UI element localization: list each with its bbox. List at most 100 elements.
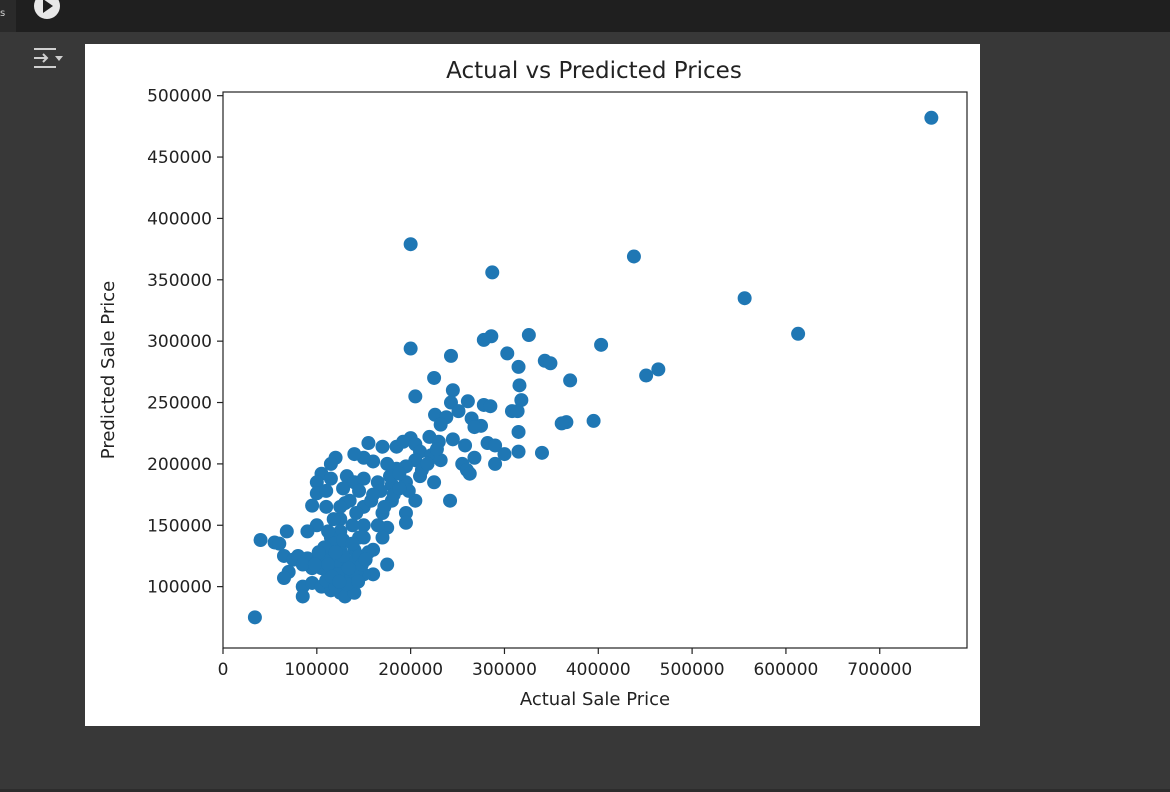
- x-tick-label: 0: [218, 660, 229, 680]
- data-point: [403, 237, 418, 252]
- points-layer: [247, 110, 939, 625]
- data-point: [305, 498, 320, 513]
- data-point: [396, 434, 411, 449]
- output-toggle-button[interactable]: [31, 44, 65, 72]
- data-point: [319, 499, 334, 514]
- x-axis-ticks: 0 100000 200000 300000 400000 500000 600000 700…: [218, 648, 912, 680]
- gutter-strip: s: [0, 0, 16, 32]
- data-point: [626, 249, 641, 264]
- data-point: [370, 518, 385, 533]
- data-point: [488, 438, 503, 453]
- data-point: [451, 404, 466, 419]
- data-point: [586, 413, 601, 428]
- data-point: [429, 442, 444, 457]
- x-axis-label: Actual Sale Price: [520, 689, 670, 710]
- data-point: [272, 536, 287, 551]
- data-point: [467, 420, 482, 435]
- output-toggle-icon: [34, 48, 63, 68]
- data-point: [276, 571, 291, 586]
- data-point: [356, 518, 371, 533]
- data-point: [521, 328, 536, 343]
- y-tick-label: 150000: [147, 516, 212, 536]
- x-tick-label: 500000: [660, 660, 725, 680]
- data-point: [427, 475, 442, 490]
- data-point: [460, 394, 475, 409]
- x-tick-label: 300000: [472, 660, 537, 680]
- data-point: [485, 265, 500, 280]
- data-point: [341, 561, 356, 576]
- data-point: [443, 348, 458, 363]
- data-point: [511, 444, 526, 459]
- data-point: [380, 456, 395, 471]
- x-tick-label: 200000: [378, 660, 443, 680]
- data-point: [497, 447, 512, 462]
- data-point: [323, 471, 338, 486]
- y-tick-label: 300000: [147, 332, 212, 352]
- data-point: [420, 456, 435, 471]
- run-cell-button[interactable]: [33, 0, 61, 28]
- data-point: [500, 346, 515, 361]
- data-point: [361, 436, 376, 451]
- data-point: [554, 416, 569, 431]
- data-point: [408, 389, 423, 404]
- data-point: [377, 499, 392, 514]
- data-point: [445, 383, 460, 398]
- data-point: [323, 456, 338, 471]
- data-point: [791, 326, 806, 341]
- data-point: [352, 483, 367, 498]
- y-tick-label: 100000: [147, 578, 212, 598]
- y-tick-label: 250000: [147, 394, 212, 414]
- data-point: [336, 481, 351, 496]
- data-point: [403, 341, 418, 356]
- data-point: [319, 483, 334, 498]
- data-point: [398, 505, 413, 520]
- data-point: [351, 574, 366, 589]
- x-tick-label: 400000: [566, 660, 631, 680]
- top-toolbar: [0, 0, 1170, 32]
- data-point: [511, 359, 526, 374]
- y-axis-ticks: 100000 150000 200000 250000 300000 350000 4000…: [147, 87, 223, 598]
- play-circle-icon: [34, 0, 60, 19]
- y-tick-label: 450000: [147, 148, 212, 168]
- data-point: [375, 439, 390, 454]
- data-point: [356, 471, 371, 486]
- data-point: [366, 487, 381, 502]
- x-tick-label: 700000: [847, 660, 912, 680]
- data-point: [511, 424, 526, 439]
- data-point: [512, 378, 527, 393]
- data-point: [392, 466, 407, 481]
- data-point: [347, 447, 362, 462]
- x-tick-label: 100000: [284, 660, 349, 680]
- data-point: [253, 532, 268, 547]
- data-point: [349, 505, 364, 520]
- y-tick-label: 350000: [147, 271, 212, 291]
- data-point: [295, 589, 310, 604]
- chart-title: Actual vs Predicted Prices: [446, 58, 742, 84]
- data-point: [398, 515, 413, 530]
- gutter-label: s: [0, 8, 6, 19]
- bottom-divider: [0, 789, 1170, 792]
- data-point: [433, 453, 448, 468]
- data-point: [321, 557, 336, 572]
- data-point: [427, 370, 442, 385]
- data-point: [392, 481, 407, 496]
- data-point: [639, 368, 654, 383]
- data-point: [563, 373, 578, 388]
- data-point: [510, 404, 525, 419]
- data-point: [462, 466, 477, 481]
- data-point: [328, 545, 343, 560]
- data-point: [483, 399, 498, 414]
- data-point: [458, 438, 473, 453]
- data-point: [488, 456, 503, 471]
- data-point: [443, 493, 458, 508]
- data-point: [445, 432, 460, 447]
- data-point: [345, 518, 360, 533]
- data-point: [279, 524, 294, 539]
- x-tick-label: 600000: [753, 660, 818, 680]
- plot-area-border: [222, 91, 968, 649]
- data-point: [333, 499, 348, 514]
- data-point: [467, 450, 482, 465]
- data-point: [375, 530, 390, 545]
- data-point: [309, 475, 324, 490]
- data-point: [321, 524, 336, 539]
